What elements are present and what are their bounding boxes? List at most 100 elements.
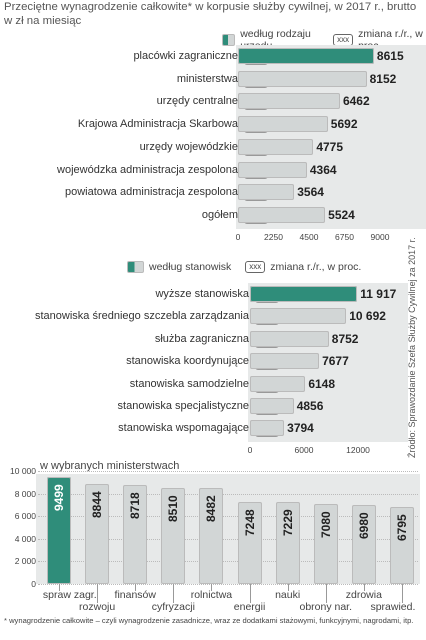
value-label: 3794 [287, 421, 314, 436]
value-label: 9499 [52, 483, 67, 511]
bar [238, 116, 328, 133]
bar [250, 398, 294, 414]
bar [238, 184, 295, 201]
bar [313, 503, 338, 584]
category-tick [249, 584, 251, 603]
category-label: ogółem [201, 208, 238, 221]
bar [250, 420, 285, 437]
category-label: urzędy centralne [156, 95, 238, 108]
category-label: cyfryzacji [151, 601, 195, 613]
chart-title: Przeciętne wynagrodzenie całkowite* w ko… [4, 1, 417, 27]
value-label: 8482 [204, 495, 219, 523]
category-label: energii [233, 601, 266, 613]
bar [238, 161, 307, 178]
value-label: 7080 [318, 511, 333, 538]
bar [275, 502, 300, 584]
y-tick-label: 8 000 [14, 488, 36, 499]
source-note: Źródło: Sprawozdanie Szefa Służby Cywiln… [407, 237, 417, 458]
tick-label: 2250 [264, 231, 283, 242]
value-label: 4856 [296, 399, 324, 413]
gridline [38, 561, 418, 563]
bar [351, 505, 376, 584]
bar [199, 488, 224, 584]
category-label: rolnictwa [190, 589, 233, 601]
bar [238, 138, 314, 155]
y-tick-label: 0 [31, 579, 36, 589]
category-label: stanowiska samodzielne [129, 377, 249, 390]
category-label: placówki zagraniczne [133, 50, 238, 62]
ministries-chart-title: w wybranych ministerstwach [40, 460, 180, 472]
value-label: 6148 [308, 376, 336, 391]
value-label: 6980 [356, 512, 371, 540]
bar [238, 93, 340, 110]
value-label: 8510 [166, 495, 181, 522]
tick-label: 4500 [299, 231, 319, 242]
value-label: 4775 [316, 139, 344, 154]
value-label: 10 692 [349, 309, 386, 324]
category-label: stanowiska średniego szczebla zarządzani… [34, 310, 249, 323]
bar [389, 507, 414, 584]
gridline [38, 584, 418, 585]
legend-change-label: zmiana r./r., w proc. [270, 261, 362, 273]
category-label: wojewódzka administracja zespolona [57, 163, 238, 176]
category-label: służba zagraniczna [154, 332, 249, 345]
value-label: 6795 [394, 514, 409, 542]
category-tick [173, 584, 175, 603]
category-label: urzędy wojewódzkie [139, 140, 238, 153]
category-label: sprawied. [370, 601, 416, 613]
value-label: 3564 [297, 185, 324, 200]
value-label: 8752 [331, 331, 359, 346]
bar [238, 70, 367, 87]
value-label: 8844 [90, 491, 105, 519]
gridline [38, 493, 418, 495]
category-tick [211, 584, 213, 591]
bar [237, 502, 262, 584]
value-label: 7229 [280, 509, 295, 537]
legend-swatch [222, 34, 236, 46]
tick-label: 12000 [346, 444, 370, 455]
category-tick [363, 584, 365, 591]
category-label: stanowiska koordynujące [126, 355, 249, 368]
tick-label: 0 [235, 231, 241, 242]
bar [250, 330, 329, 347]
value-label: 5524 [328, 207, 355, 222]
legend-series-label: według stanowisk [149, 261, 232, 273]
category-tick [401, 584, 403, 603]
value-label: 7677 [322, 354, 349, 369]
tick-label: 0 [247, 444, 253, 455]
y-tick-label: 6 000 [14, 511, 36, 522]
category-label: powiatowa administracja zespolona [64, 186, 238, 199]
value-label: 4364 [309, 162, 337, 177]
category-tick [97, 584, 99, 603]
bar [250, 308, 347, 325]
bar [238, 48, 374, 64]
legend-change-box: xxx [245, 261, 266, 273]
bar [250, 353, 320, 370]
tick-label: 6000 [294, 444, 314, 455]
bar [250, 286, 358, 302]
category-label: Krajowa Administracja Skarbowa [77, 118, 238, 131]
tick-label: 9000 [370, 231, 390, 242]
bar [85, 484, 110, 584]
gridline [38, 516, 418, 518]
value-label: 7248 [242, 509, 257, 537]
bar [161, 487, 186, 584]
y-tick-label: 2 000 [14, 556, 36, 567]
category-label: spraw zagr. [42, 589, 97, 601]
footnote: * wynagrodzenie całkowite – czyli wynagr… [4, 616, 414, 625]
gridline [38, 538, 418, 540]
bar [250, 375, 306, 392]
bar [123, 485, 148, 584]
y-tick-label: 4 000 [14, 533, 36, 544]
category-label: stanowiska specjalistyczne [117, 400, 249, 412]
value-label: 8152 [369, 71, 397, 86]
category-label: wyższe stanowiska [155, 288, 249, 300]
category-tick [287, 584, 289, 591]
category-tick [325, 584, 327, 603]
category-label: ministerstwa [176, 72, 238, 85]
category-tick [135, 584, 137, 591]
category-label: zdrowia [345, 589, 382, 601]
category-label: obrony nar. [299, 601, 353, 613]
value-label: 5692 [330, 117, 358, 132]
legend-chart2: według stanowisk xxx zmiana r./r., w pro… [127, 261, 361, 273]
